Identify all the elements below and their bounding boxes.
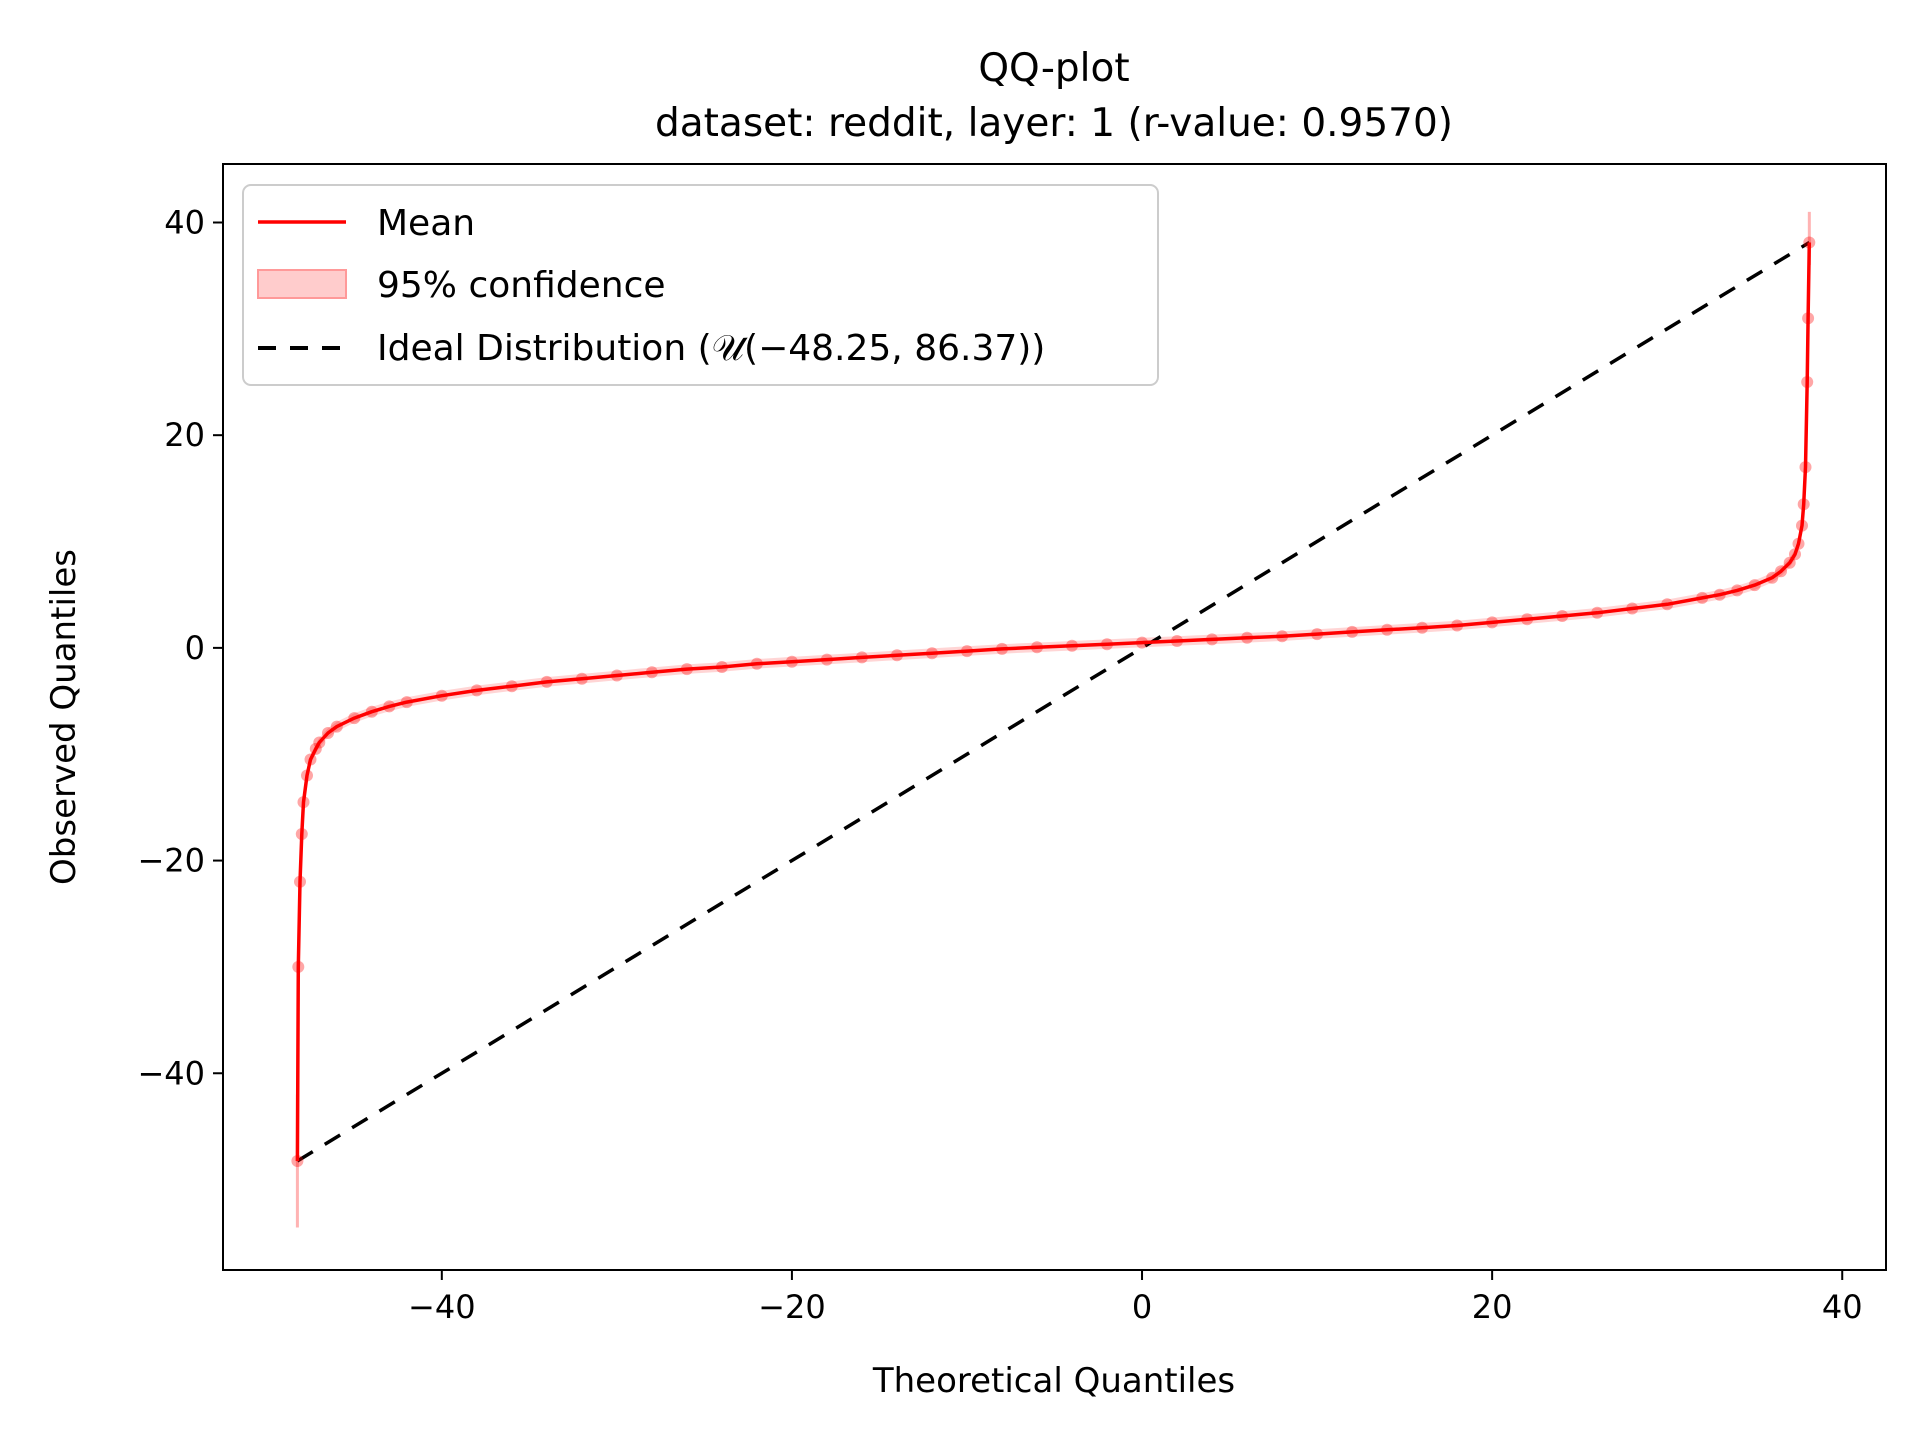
mean-point — [680, 663, 693, 676]
mean-point — [961, 645, 973, 658]
mean-point — [1731, 584, 1744, 597]
y-tick-label: −40 — [137, 1054, 205, 1092]
mean-point — [435, 689, 448, 702]
mean-point — [1696, 591, 1709, 604]
mean-point — [309, 742, 322, 755]
mean-point — [291, 1155, 304, 1167]
y-tick-label: 20 — [164, 416, 205, 454]
ideal-distribution-line — [296, 240, 1811, 1163]
y-axis: −40 −20 0 20 40 — [137, 203, 223, 1092]
chart-subtitle: dataset: reddit, layer: 1 (r-value: 0.95… — [655, 101, 1453, 146]
mean-point — [1803, 236, 1816, 249]
mean-point — [301, 769, 313, 782]
mean-point — [1626, 602, 1639, 615]
mean-point — [505, 680, 518, 693]
mean-point — [1451, 619, 1464, 632]
mean-point — [645, 666, 658, 679]
legend-box — [242, 184, 1159, 386]
mean-point — [715, 661, 728, 673]
mean-point — [1486, 616, 1499, 629]
mean-point — [1346, 625, 1359, 638]
x-tick-label: 20 — [1472, 1288, 1513, 1326]
x-tick-label: −20 — [758, 1288, 826, 1326]
x-tick-label: −40 — [408, 1288, 476, 1326]
y-tick-label: 40 — [164, 203, 205, 241]
mean-point — [1713, 588, 1726, 601]
axes-frame — [222, 163, 1887, 1271]
mean-point — [1311, 628, 1324, 641]
mean-point — [383, 700, 396, 713]
mean-point — [1101, 638, 1113, 651]
mean-point — [1796, 519, 1808, 532]
mean-point — [1748, 579, 1761, 592]
legend-label-ideal: Ideal Distribution (𝒰(−48.25, 86.37)) — [377, 328, 1045, 369]
mean-point — [1797, 498, 1810, 511]
x-tick-label: 0 — [1132, 1288, 1152, 1326]
legend: Mean 95% confidence Ideal Distribution (… — [242, 184, 1159, 386]
mean-point — [295, 828, 308, 840]
mean-point — [297, 796, 310, 809]
mean-point — [1521, 613, 1534, 626]
mean-point — [1783, 556, 1796, 569]
mean-point — [1031, 641, 1043, 654]
legend-label-confidence: 95% confidence — [377, 265, 666, 306]
mean-point — [750, 657, 763, 670]
y-tick-label: 0 — [185, 629, 205, 667]
mean-point — [400, 696, 413, 709]
mean-point — [1792, 537, 1805, 550]
mean-point — [1171, 635, 1183, 647]
mean-point — [610, 669, 623, 682]
mean-point — [1206, 633, 1218, 646]
x-axis: −40 −20 0 20 40 — [408, 1270, 1863, 1326]
y-tick-label: −20 — [137, 842, 205, 880]
y-axis-label: Observed Quantiles — [44, 549, 84, 885]
mean-point — [575, 672, 588, 685]
mean-point — [1556, 610, 1569, 622]
x-tick-label: 40 — [1822, 1288, 1863, 1326]
mean-point — [322, 727, 334, 739]
mean-point — [294, 875, 306, 888]
mean-point — [996, 642, 1008, 655]
mean-point — [1416, 621, 1429, 634]
legend-label-mean: Mean — [377, 203, 475, 244]
mean-point — [1766, 571, 1779, 584]
mean-point — [1802, 312, 1815, 325]
x-axis-label: Theoretical Quantiles — [872, 1361, 1235, 1401]
mean-line — [295, 242, 1812, 1162]
mean-point — [348, 712, 361, 725]
mean-point — [855, 651, 868, 664]
mean-point — [470, 684, 483, 697]
mean-point — [1775, 565, 1787, 578]
chart-title: QQ-plot — [978, 46, 1129, 91]
mean-point — [785, 655, 798, 668]
mean-point — [1276, 630, 1289, 643]
mean-point — [1591, 606, 1604, 619]
mean-point — [330, 720, 343, 733]
mean-point — [1136, 636, 1148, 649]
mean-point — [1241, 631, 1254, 644]
mean-point — [1661, 598, 1674, 611]
mean-point — [1789, 548, 1801, 561]
legend-swatch-confidence — [257, 269, 347, 299]
mean-point — [1801, 376, 1814, 388]
mean-point — [891, 649, 903, 662]
mean-point — [365, 705, 378, 718]
mean-point — [313, 736, 326, 749]
mean-point — [820, 653, 833, 666]
mean-point — [304, 753, 317, 766]
mean-point — [292, 960, 305, 973]
mean-point — [1381, 623, 1394, 636]
mean-point — [926, 647, 938, 660]
mean-point — [540, 675, 553, 688]
mean-point — [1066, 639, 1078, 652]
plot-area — [291, 211, 1816, 1228]
mean-point — [1799, 461, 1812, 474]
